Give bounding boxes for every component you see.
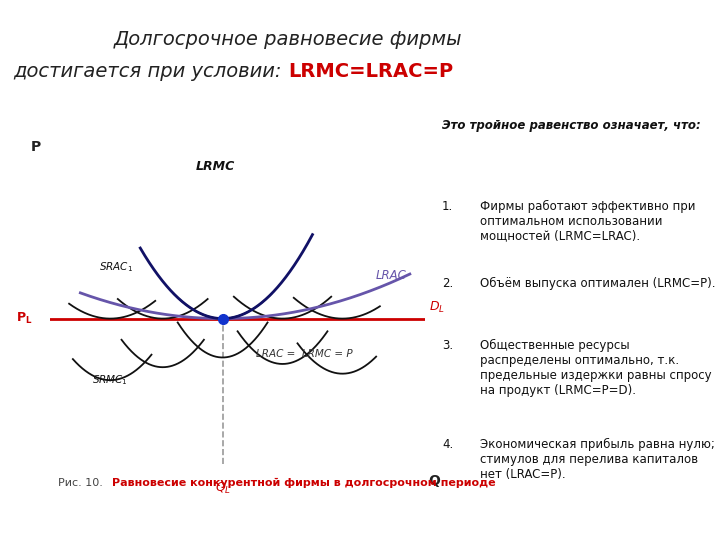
- Text: Это тройное равенство означает, что:: Это тройное равенство означает, что:: [442, 119, 701, 132]
- Text: $SRMC_1$: $SRMC_1$: [91, 373, 127, 387]
- Text: Долгосрочное равновесие фирмы: Долгосрочное равновесие фирмы: [114, 30, 462, 49]
- Text: достигается при условии:: достигается при условии:: [13, 62, 288, 81]
- Text: Рис. 10.: Рис. 10.: [58, 478, 106, 488]
- Text: LRAC: LRAC: [376, 269, 407, 282]
- Text: 4.: 4.: [442, 438, 453, 451]
- Text: Фирмы работают эффективно при оптимальном использовании мощностей (LRMC=LRAC).: Фирмы работают эффективно при оптимально…: [480, 200, 696, 242]
- Text: 1.: 1.: [442, 200, 453, 213]
- Text: Общественные ресурсы распределены оптимально, т.к. предельные издержки равны спр: Общественные ресурсы распределены оптима…: [480, 339, 712, 397]
- Text: Равновесие конкурентной фирмы в долгосрочном периоде: Равновесие конкурентной фирмы в долгосро…: [112, 478, 495, 488]
- Text: $SRAC_1$: $SRAC_1$: [99, 260, 133, 274]
- Text: Экономическая прибыль равна нулю; стимулов для перелива капиталов нет (LRAC=P).: Экономическая прибыль равна нулю; стимул…: [480, 438, 715, 481]
- Text: $Q_L$: $Q_L$: [215, 481, 230, 496]
- Text: Объём выпуска оптимален (LRMC=P).: Объём выпуска оптимален (LRMC=P).: [480, 276, 716, 290]
- Text: LRAC =  LRMC = P: LRAC = LRMC = P: [256, 349, 353, 359]
- Text: Q: Q: [428, 474, 441, 488]
- Text: LRMC=LRAC=P: LRMC=LRAC=P: [288, 62, 453, 81]
- Text: LRMC: LRMC: [196, 160, 235, 173]
- Text: P: P: [30, 140, 40, 154]
- Text: 2.: 2.: [442, 276, 453, 289]
- Text: 3.: 3.: [442, 339, 453, 352]
- Text: $\mathbf{P_L}$: $\mathbf{P_L}$: [16, 311, 32, 326]
- Text: $D_L$: $D_L$: [428, 300, 444, 315]
